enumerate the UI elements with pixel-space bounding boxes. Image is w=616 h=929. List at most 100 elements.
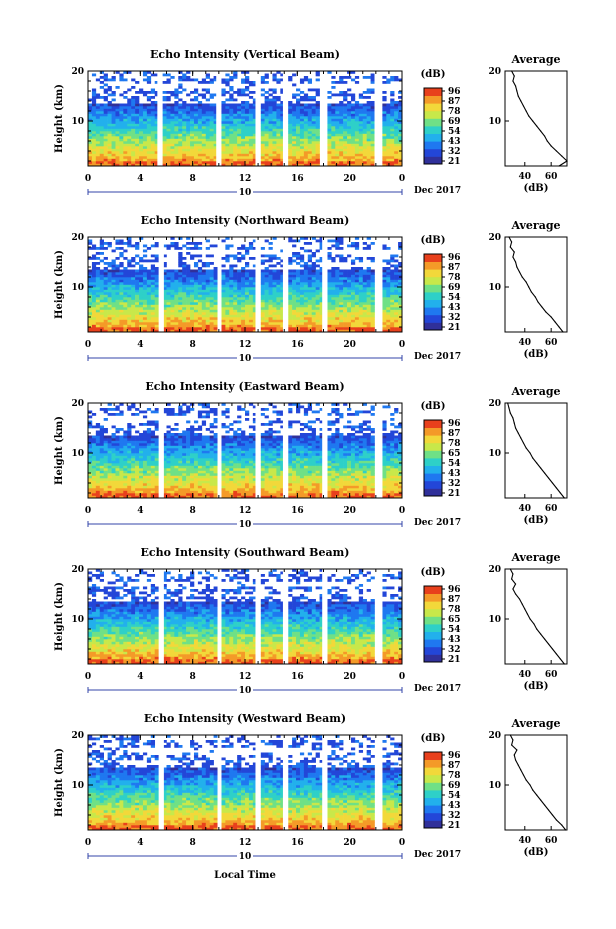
- heatmap-cell: [276, 277, 281, 280]
- heatmap-cell: [245, 279, 250, 283]
- heatmap-cell: [174, 307, 179, 310]
- heatmap-cell: [241, 153, 246, 157]
- heatmap-cell: [370, 91, 375, 94]
- heatmap-cell: [331, 319, 336, 323]
- heatmap-cell: [366, 151, 371, 154]
- heatmap-cell: [146, 324, 152, 328]
- heatmap-cell: [358, 309, 364, 313]
- heatmap-cell: [311, 148, 316, 152]
- heatmap-cell: [162, 309, 167, 313]
- heatmap-cell: [390, 101, 395, 104]
- heatmap-cell: [142, 249, 148, 253]
- heatmap-cell: [343, 302, 348, 305]
- heatmap-cell: [268, 274, 273, 278]
- heatmap-cell: [276, 322, 281, 325]
- heatmap-cell: [386, 118, 391, 122]
- average-point: [541, 306, 543, 308]
- heatmap-cell: [260, 93, 265, 97]
- heatmap-cell: [327, 322, 332, 325]
- heatmap-cell: [142, 317, 148, 320]
- heatmap-cell: [229, 151, 234, 154]
- heatmap-cell: [307, 156, 313, 159]
- heatmap-cell: [107, 485, 112, 489]
- heatmap-cell: [245, 294, 250, 298]
- heatmap-cell: [358, 292, 364, 295]
- heatmap-cell: [382, 161, 387, 164]
- heatmap-cell: [347, 244, 352, 248]
- heatmap-cell: [88, 239, 93, 243]
- heatmap-cell: [88, 158, 93, 162]
- heatmap-cell: [99, 312, 104, 315]
- heatmap-cell: [154, 257, 159, 260]
- heatmap-cell: [162, 264, 167, 268]
- heatmap-cell: [252, 239, 258, 243]
- heatmap-cell: [197, 153, 203, 157]
- heatmap-cell: [213, 143, 218, 147]
- heatmap-cell: [95, 483, 101, 486]
- average-x-tick-label: 60: [545, 172, 558, 182]
- heatmap-cell: [95, 458, 101, 461]
- heatmap-cell: [292, 153, 297, 157]
- heatmap-cell: [135, 96, 140, 99]
- heatmap-cell: [88, 324, 93, 328]
- heatmap-cell: [311, 312, 316, 315]
- heatmap-cell: [390, 282, 395, 285]
- heatmap-cell: [174, 96, 179, 99]
- heatmap-cell: [343, 143, 348, 147]
- heatmap-cell: [111, 433, 116, 436]
- heatmap-cell: [394, 304, 399, 308]
- heatmap-cell: [382, 267, 387, 270]
- heatmap-cell: [225, 302, 230, 305]
- heatmap-cell: [154, 131, 159, 134]
- heatmap-cell: [174, 299, 179, 303]
- heatmap-cell: [335, 282, 340, 285]
- heatmap-cell: [166, 307, 171, 310]
- heatmap-cell: [362, 269, 367, 273]
- heatmap-cell: [311, 96, 316, 99]
- heatmap-cell: [186, 289, 191, 293]
- heatmap-cell: [339, 322, 344, 325]
- heatmap-cell: [88, 118, 93, 122]
- heatmap-cell: [182, 141, 187, 144]
- heatmap-cell: [237, 282, 242, 285]
- heatmap-cell: [229, 118, 234, 122]
- heatmap-cell: [123, 319, 128, 323]
- heatmap-cell: [358, 322, 364, 325]
- heatmap-cell: [307, 141, 313, 144]
- heatmap-cell: [119, 121, 124, 124]
- heatmap-cell: [354, 284, 360, 288]
- x-tick-label: 8: [190, 174, 196, 184]
- heatmap-cell: [123, 322, 128, 325]
- heatmap-cell: [205, 289, 210, 293]
- heatmap-cell: [99, 76, 104, 79]
- heatmap-cell: [339, 299, 344, 303]
- heatmap-cell: [264, 297, 269, 300]
- heatmap-cell: [382, 103, 387, 107]
- heatmap-cell: [190, 314, 195, 318]
- heatmap-cell: [150, 111, 156, 114]
- average-profile-line: [508, 236, 564, 333]
- heatmap-cell: [190, 163, 195, 167]
- heatmap-cell: [303, 319, 309, 323]
- heatmap-cell: [162, 244, 167, 248]
- heatmap-cell: [370, 312, 375, 315]
- heatmap-cell: [182, 158, 187, 162]
- heatmap-cell: [248, 138, 254, 142]
- heatmap-cell: [166, 126, 171, 129]
- heatmap-cell: [150, 264, 156, 268]
- heatmap-cell: [339, 101, 344, 104]
- average-point: [517, 95, 519, 97]
- heatmap-cell: [362, 121, 367, 124]
- heatmap-cell: [88, 284, 93, 288]
- heatmap-cell: [296, 88, 301, 92]
- heatmap-cell: [339, 292, 344, 295]
- heatmap-cell: [268, 272, 273, 275]
- heatmap-cell: [362, 126, 367, 129]
- heatmap-cell: [142, 78, 148, 82]
- heatmap-cell: [182, 163, 187, 167]
- heatmap-cell: [186, 158, 191, 162]
- heatmap-cell: [398, 324, 403, 328]
- heatmap-cell: [127, 153, 132, 157]
- heatmap-cell: [386, 282, 391, 285]
- heatmap-cell: [174, 242, 179, 245]
